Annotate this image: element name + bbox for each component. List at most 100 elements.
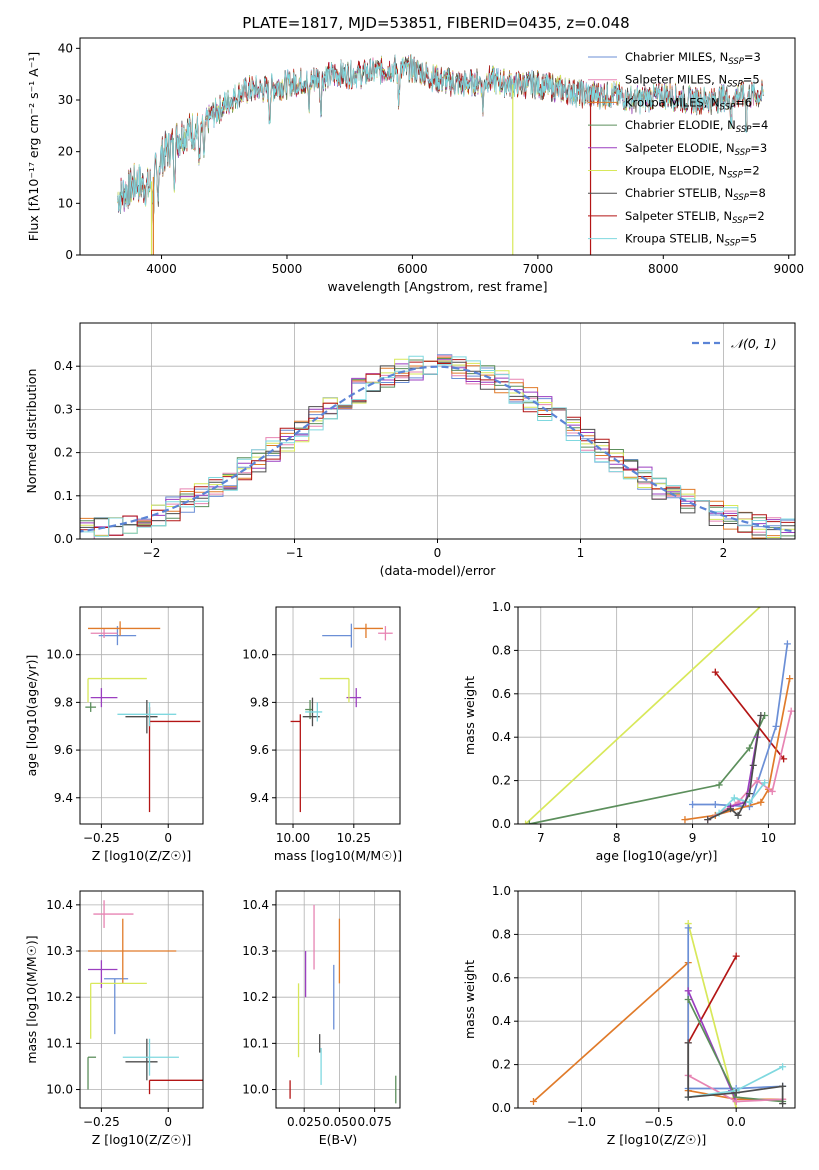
z_vs_weight-frame: −1.0 −0.5 0.0 0.0 0.2 0.4 0.6 0.8 1.0 Z [log10(Z/… [462,884,796,1147]
legend-entry-salpeter-elodie: Salpeter ELODIE, NSSP=3 [625,141,767,158]
legend-subscript: SSP [728,57,744,67]
residual_histogram-ytick-label: 0.0 [54,532,73,546]
age_vs_weight-marker-chabrier-miles [772,722,780,730]
spectrum-ytick-label: 40 [58,41,73,55]
z_vs_age-spines [79,606,204,825]
spectrum-line-kroupa-stelib [117,54,764,220]
age_vs_weight-ytick-label: 0.4 [492,730,511,744]
mass_vs_age-spines [275,606,401,825]
legend-count: =2 [748,209,765,223]
z_vs_weight-marker-chabrier-stelib [684,1039,692,1047]
age_vs_weight-ytick-label: 1.0 [492,600,511,614]
z_vs_age-ytick-label: 10.0 [46,648,73,662]
ebv_vs_mass-xtick-label: 0.025 [287,1115,321,1129]
z_vs_weight-axes [518,890,795,1109]
histogram-steps [80,354,795,539]
z_vs_weight-marker-salpeter-stelib [732,952,740,960]
z_vs_weight-marker-chabrier-miles [684,924,692,932]
z_vs_age-ytick-label: 9.8 [54,695,73,709]
z_vs_weight-xtick-label: −0.5 [644,1115,673,1129]
legend-entry-kroupa-elodie: Kroupa ELODIE, NSSP=2 [625,164,760,181]
age_vs_weight-ylabel: mass weight [462,676,477,755]
mass_vs_age-ytick-label: 9.6 [250,743,269,757]
z_vs_weight-ytick-label: 0.0 [492,1101,511,1115]
z_vs_weight-lines [529,920,787,1108]
age_vs_weight-marker-salpeter-stelib [711,668,719,676]
ebv_vs_mass-plot-area [276,891,400,1108]
age_vs_weight-marker-kroupa-elodie [522,820,530,824]
spectrum-ytick-label: 0 [65,248,73,262]
age_vs_weight-ytick-label: 0.0 [492,817,511,831]
spectrum-xtick-label: 5000 [272,262,303,276]
z_vs_mass-spines [79,890,204,1109]
legend-subscript: SSP [727,171,743,181]
z_vs_weight-marker-salpeter-elodie [684,987,692,995]
histogram-series-kroupa-stelib [80,355,795,539]
legend-entry-chabrier-miles: Chabrier MILES, NSSP=3 [625,50,761,67]
z_vs_weight-ylabel: mass weight [462,960,477,1039]
age_vs_weight-spines [517,606,796,825]
z_vs_weight-ytick-label: 0.8 [492,927,511,941]
z_vs_age-ylabel: age [log10(age/yr)] [24,655,39,777]
residual_histogram-xtick-label: 0 [434,546,442,560]
legend-entry-kroupa-stelib: Kroupa STELIB, NSSP=5 [625,232,757,249]
ebv_vs_mass-spines [275,890,401,1109]
z_vs_weight-spines [517,890,796,1109]
age_vs_weight-marker-chabrier-miles [689,800,697,808]
age_vs_weight-marker-kroupa-stelib [730,794,738,802]
z_vs_mass-points [87,900,203,1095]
spectrum-xtick-label: 4000 [146,262,177,276]
z_vs_mass-frame: −0.25 0 10.0 10.1 10.2 10.3 10.4 Z [log10(Z/Z☉)… [24,890,204,1147]
legend-label: Kroupa MILES, N [625,95,720,109]
age_vs_weight-marker-salpeter-miles [787,707,795,715]
age_vs_weight-marker-chabrier-stelib [734,811,742,819]
legend-label: Kroupa ELODIE, N [625,164,727,178]
normal-legend-label: 𝒩(0, 1) [731,336,777,351]
z_vs_weight-ytick-label: 0.2 [492,1058,511,1072]
mass_vs_age-ytick-label: 10.0 [242,648,269,662]
legend-entry-salpeter-miles: Salpeter MILES, NSSP=5 [625,73,760,90]
z_vs_weight-xtick-label: 0.0 [727,1115,746,1129]
z_vs_age-xlabel: Z [log10(Z/Z☉)] [92,848,192,863]
legend-label: Chabrier ELODIE, N [625,118,736,132]
age_vs_weight-marker-kroupa-miles [681,816,689,824]
z_vs_weight-line-salpeter-stelib [687,955,737,1044]
legend-count: =3 [750,141,767,155]
age_vs_weight-marker-kroupa-miles [786,675,794,683]
z_vs_weight-plot-area [518,891,795,1108]
age_vs_weight-xtick-label: 9 [689,831,697,845]
age_vs_weight-marker-kroupa-stelib [761,779,769,787]
age_vs_weight-marker-chabrier-stelib [757,712,765,719]
z_vs_weight-ytick-label: 0.4 [492,1014,511,1028]
legend-entry-chabrier-elodie: Chabrier ELODIE, NSSP=4 [625,118,768,135]
z_vs_mass-ytick-label: 10.2 [46,990,73,1004]
z_vs_weight-xlabel: Z [log10(Z/Z☉)] [607,1132,707,1147]
age_vs_weight-marker-kroupa-miles [757,798,765,806]
z_vs_age-points [85,621,201,813]
spectrum-spines [79,37,796,256]
age_vs_weight-ytick-label: 0.8 [492,643,511,657]
age_vs_weight-marker-salpeter-stelib [780,755,788,763]
spectrum-xtick-label: 7000 [523,262,554,276]
legend-label: Salpeter ELODIE, N [625,141,735,155]
z_vs_mass-ytick-label: 10.0 [46,1083,73,1097]
age_vs_weight-marker-chabrier-elodie [715,781,723,789]
age_vs_weight-line-salpeter-stelib [714,671,785,760]
residual_histogram-xlabel: (data-model)/error [380,563,497,578]
spectrum-ytick-label: 10 [58,196,73,210]
age_vs_weight-marker-chabrier-stelib [704,816,712,824]
legend-count: =3 [744,50,761,64]
legend-count: =5 [740,232,757,246]
legend-count: =6 [735,95,752,109]
spectrum-ytick-label: 30 [58,93,73,107]
legend-entry-kroupa-miles: Kroupa MILES, NSSP=6 [625,95,752,112]
spectrum-xlabel: wavelength [Angstrom, rest frame] [327,279,547,294]
z_vs_mass-ytick-label: 10.3 [46,944,73,958]
age_vs_weight-marker-kroupa-stelib [745,798,753,806]
residual_histogram-ytick-label: 0.2 [54,446,73,460]
spectrum-ylabel: Flux [fλ10⁻¹⁷ erg cm⁻² s⁻¹ A⁻¹] [26,52,41,241]
z_vs_weight-ytick-label: 0.6 [492,971,511,985]
z_vs_age-ytick-label: 9.4 [54,791,73,805]
age_vs_weight-marker-chabrier-stelib [726,805,734,813]
